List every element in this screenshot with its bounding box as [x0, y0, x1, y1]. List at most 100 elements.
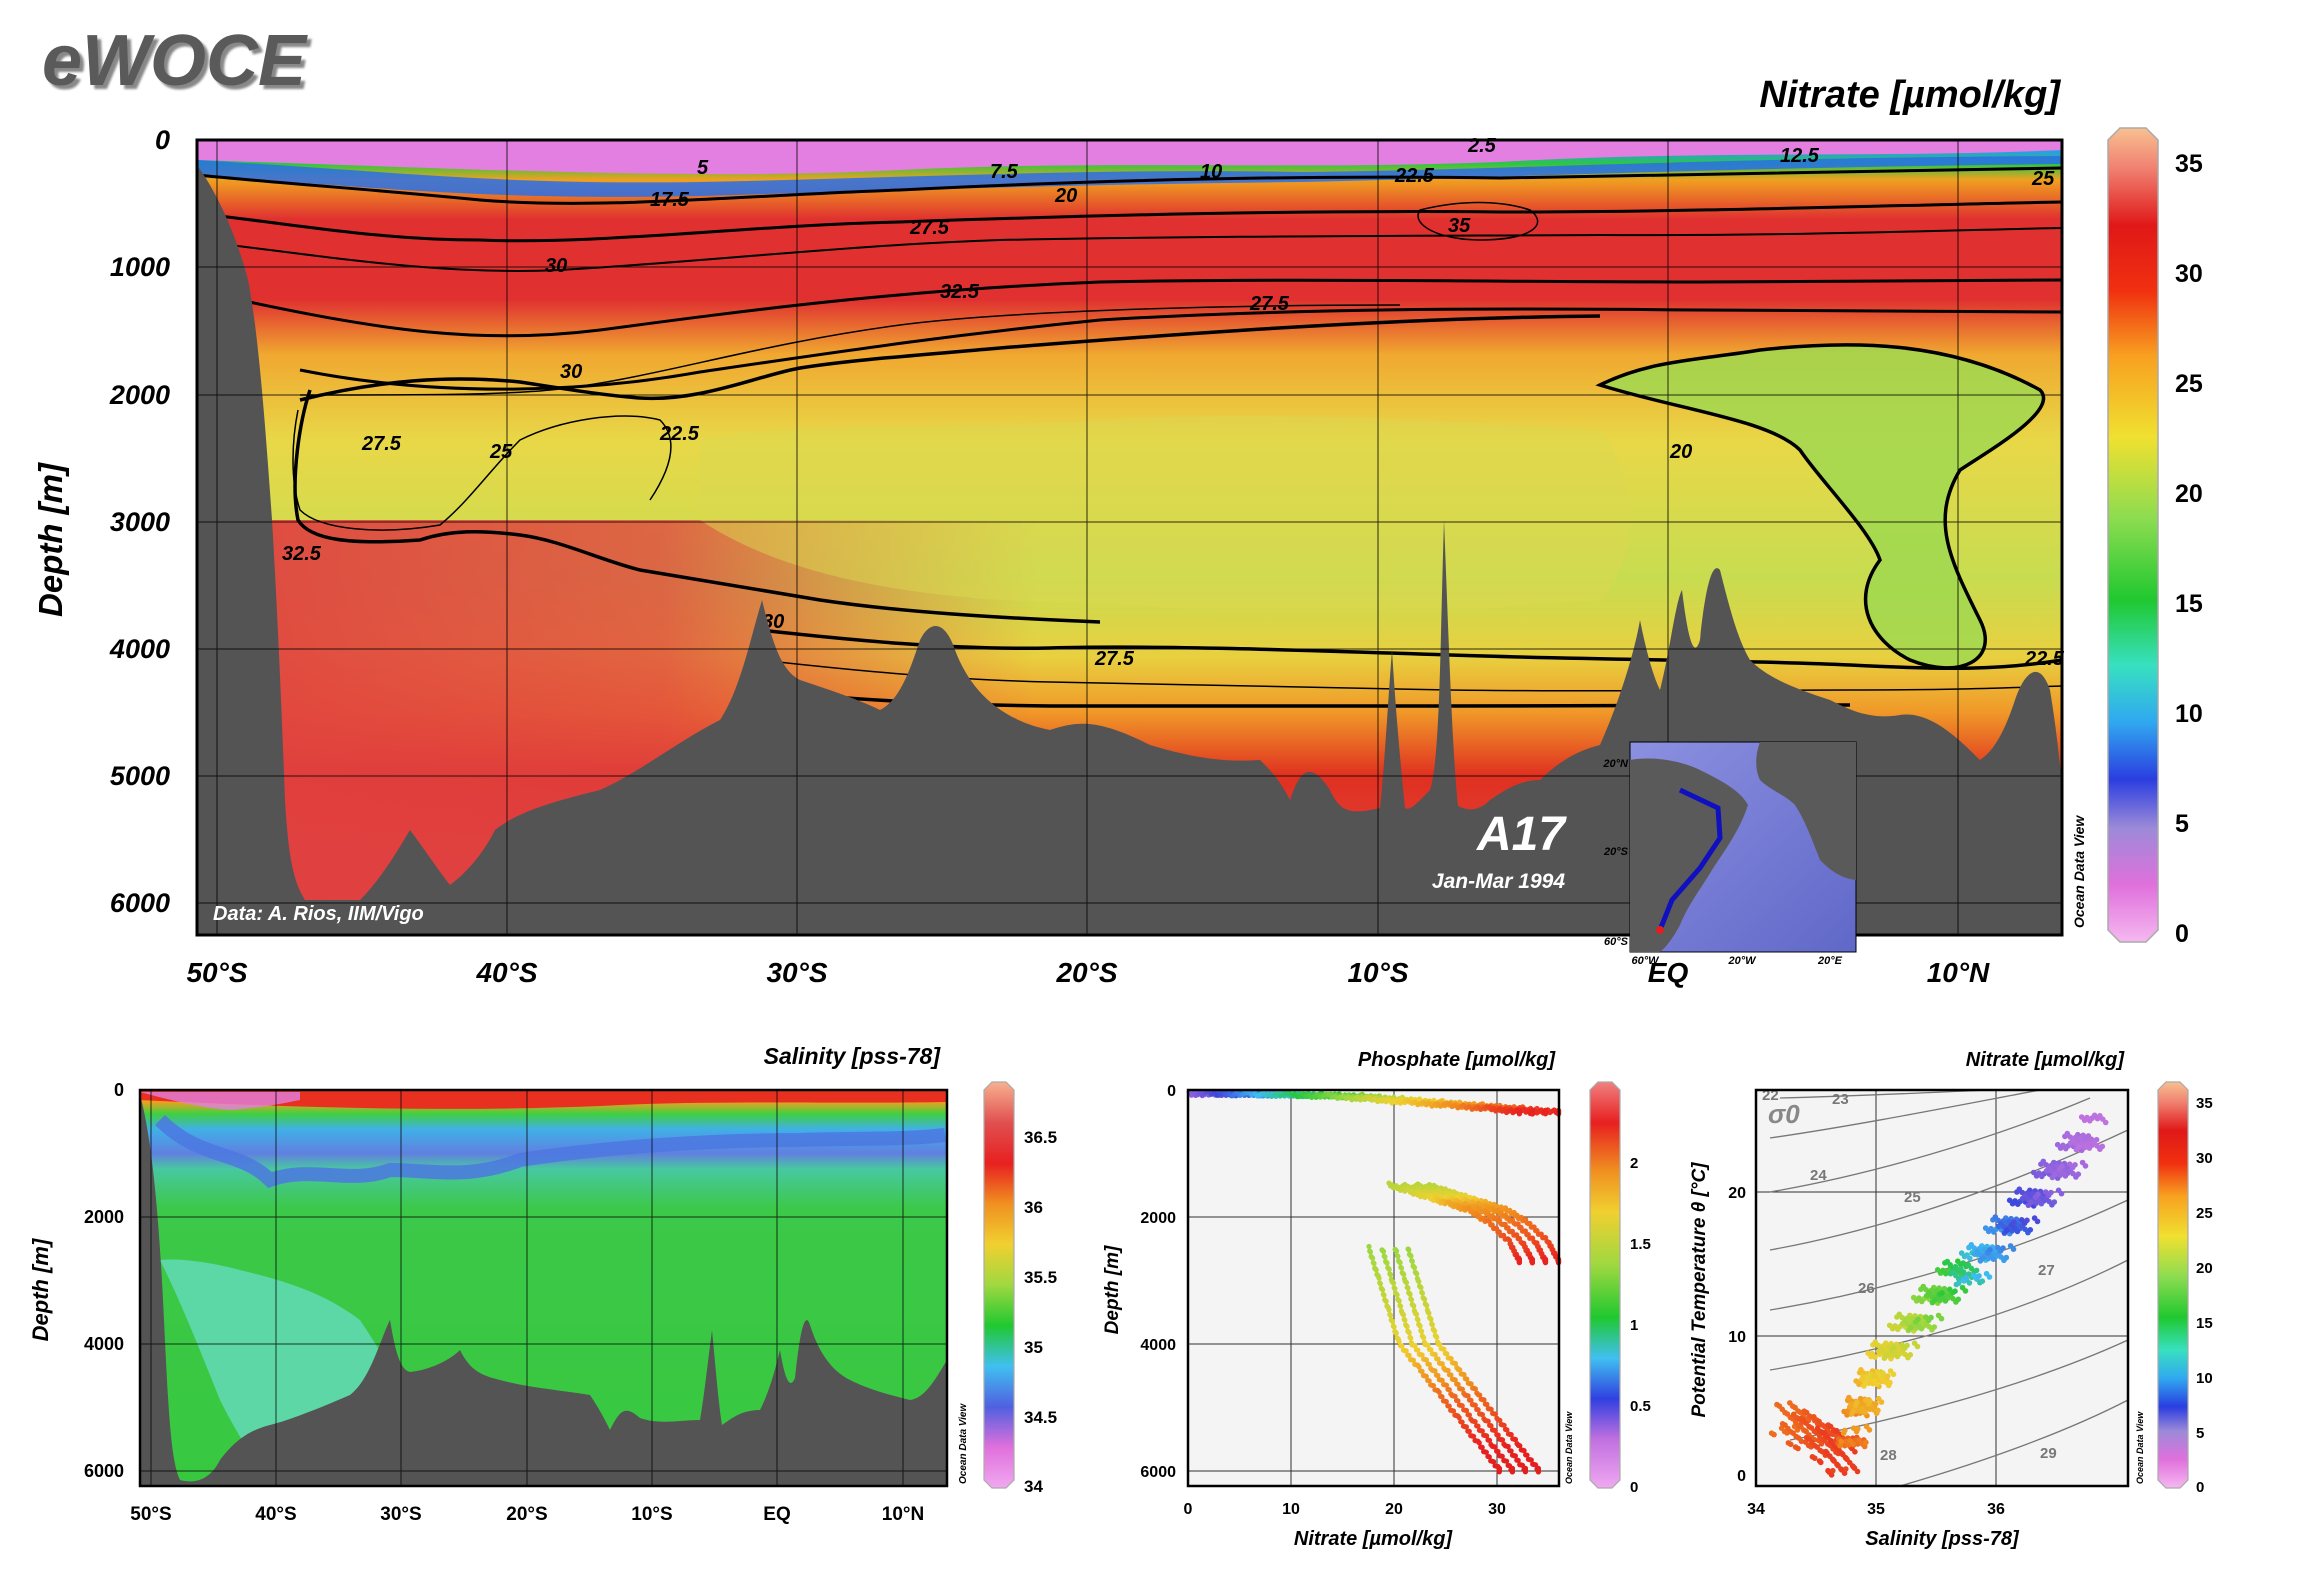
scatter-point: [1436, 1389, 1442, 1395]
scatter-point: [1496, 1465, 1502, 1471]
ts-title: Nitrate [µmol/kg]: [1966, 1049, 2126, 1071]
x-tick: 30°S: [766, 957, 827, 988]
inset-africa: [1756, 742, 1856, 880]
scatter-point: [1928, 1314, 1934, 1321]
scatter-point: [1492, 1411, 1499, 1417]
scatter-point: [1830, 1467, 1836, 1474]
scatter-point: [1887, 1379, 1893, 1386]
scatter-point: [1419, 1328, 1425, 1334]
scatter-point: [1401, 1271, 1407, 1277]
scatter-point: [1508, 1448, 1514, 1454]
scatter-point: [1846, 1394, 1852, 1401]
scatter-point: [1448, 1372, 1454, 1378]
scatter-point: [1408, 1335, 1414, 1341]
salinity-panel: Salinity [pss-78] 0 2000 4000 6000 Depth…: [28, 1043, 1057, 1525]
scatter-point: [1902, 1318, 1908, 1324]
contour-label: 30: [560, 361, 582, 383]
scatter-point: [1865, 1350, 1871, 1356]
inset-map: 20°N 20°S 60°S 60°W 20°W 20°E: [1602, 741, 1857, 967]
scatter-point: [1457, 1367, 1463, 1373]
scatter-point: [1908, 1324, 1914, 1331]
scatter-point: [2091, 1139, 2097, 1146]
scatter-point: [1987, 1247, 1993, 1253]
scatter-point: [1814, 1425, 1821, 1431]
scatter-point: [1812, 1455, 1818, 1461]
contour-label: 22.5: [1394, 165, 1435, 187]
scatter-point: [1958, 1250, 1965, 1256]
y-tick: 3000: [110, 507, 170, 537]
scatter-point: [2052, 1172, 2058, 1178]
scatter-point: [1782, 1422, 1788, 1428]
main-x-ticks: 50°S 40°S 30°S 20°S 10°S EQ 10°N: [186, 957, 1990, 988]
scatter-point: [1424, 1302, 1430, 1309]
scatter-point: [2075, 1171, 2082, 1177]
scatter-point: [1455, 1398, 1461, 1404]
scatter-point: [1803, 1428, 1809, 1435]
scatter-point: [1816, 1418, 1822, 1425]
ts-isopycnals: [1769, 1089, 2129, 1487]
scatter-point: [1481, 1397, 1487, 1403]
scatter-point: [2084, 1114, 2090, 1121]
y-tick: 2000: [1140, 1210, 1176, 1227]
scatter-point: [1415, 1317, 1421, 1323]
salinity-x-ticks: 50°S 40°S 30°S 20°S 10°S EQ 10°N: [130, 1504, 924, 1525]
scatter-point: [1847, 1437, 1853, 1444]
scatter-point: [1965, 1262, 1972, 1268]
scatter-point: [1891, 1344, 1897, 1350]
data-credit: Data: A. Rios, IIM/Vigo: [213, 903, 424, 925]
phosphate-y-label: Depth [m]: [1102, 1245, 1123, 1334]
ts-y-ticks: 0 10 20: [1728, 1185, 1746, 1485]
scatter-point: [1445, 1367, 1451, 1374]
nitrate-min-region: [1600, 344, 2044, 668]
scatter-point: [1860, 1373, 1866, 1380]
contour-label: 2.5: [1467, 135, 1497, 157]
scatter-point: [1516, 1107, 1522, 1113]
scatter-point: [1425, 1342, 1431, 1348]
scatter-point: [1384, 1260, 1390, 1266]
scatter-point: [1872, 1339, 1879, 1345]
scatter-point: [2040, 1158, 2047, 1165]
scatter-point: [1880, 1370, 1886, 1376]
cb-tick: 30: [2175, 260, 2203, 288]
y-tick: 0: [114, 1080, 124, 1100]
scatter-point: [1416, 1278, 1422, 1285]
scatter-point: [1488, 1423, 1494, 1429]
scatter-point: [2097, 1113, 2103, 1119]
scatter-point: [1416, 1364, 1422, 1370]
phosphate-panel: Phosphate [µmol/kg] 0 2000 4000 6000 Dep…: [1102, 1049, 1651, 1550]
scatter-point: [2072, 1162, 2078, 1168]
scatter-point: [1393, 1330, 1399, 1336]
salinity-colorbar-ticks: 36.5 36 35.5 35 34.5 34: [1024, 1128, 1057, 1496]
scatter-point: [1492, 1444, 1498, 1450]
cb-tick: 0: [2196, 1479, 2204, 1496]
scatter-point: [1386, 1266, 1392, 1272]
scatter-point: [1435, 1372, 1441, 1379]
scatter-point: [1806, 1436, 1812, 1442]
salinity-wave-blue: [155, 1114, 946, 1189]
salinity-y-ticks: 0 2000 4000 6000: [84, 1080, 124, 1481]
scatter-point: [1517, 1443, 1523, 1449]
scatter-point: [1788, 1441, 1794, 1448]
scatter-point: [1974, 1248, 1980, 1255]
x-tick: 20°S: [506, 1504, 547, 1525]
scatter-point: [2046, 1165, 2052, 1171]
scatter-point: [1464, 1376, 1470, 1382]
odv-label: Ocean Data View: [2135, 1411, 2145, 1484]
y-tick: 2000: [109, 380, 170, 410]
scatter-point: [1437, 1341, 1443, 1347]
scatter-point: [1863, 1439, 1869, 1446]
scatter-point: [1475, 1407, 1481, 1413]
scatter-point: [1497, 1417, 1503, 1423]
cb-tick: 35: [1024, 1338, 1043, 1357]
ts-panel: Nitrate [µmol/kg] 22 23 24 25 26 27 28: [1689, 1049, 2213, 1550]
scatter-point: [1898, 1342, 1905, 1348]
scatter-point: [1878, 1345, 1884, 1352]
scatter-point: [1405, 1285, 1411, 1291]
y-tick: 10: [1728, 1329, 1746, 1346]
scatter-point: [1542, 1259, 1549, 1265]
scatter-point: [1499, 1453, 1505, 1459]
scatter-point: [1529, 1260, 1535, 1266]
cb-tick: 35.5: [1024, 1268, 1057, 1287]
scatter-point: [1831, 1458, 1837, 1464]
